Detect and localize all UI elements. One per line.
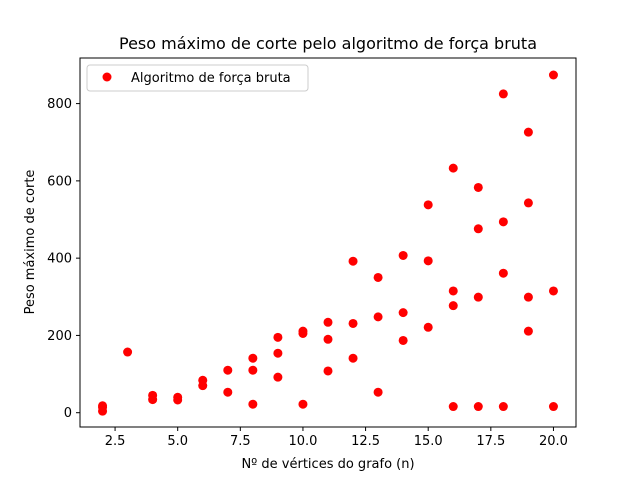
data-points bbox=[98, 70, 558, 416]
data-point bbox=[223, 365, 233, 375]
data-point bbox=[323, 317, 333, 327]
x-axis-ticks: 2.5 5.0 7.5 10.0 12.5 15.0 17.5 20.0 bbox=[105, 427, 568, 449]
y-tick-label: 600 bbox=[47, 174, 72, 189]
data-point bbox=[448, 163, 458, 173]
data-point bbox=[123, 347, 133, 357]
data-point bbox=[248, 365, 258, 375]
data-point bbox=[498, 89, 508, 99]
data-point bbox=[298, 399, 308, 409]
data-point bbox=[323, 366, 333, 376]
data-point bbox=[248, 399, 258, 409]
y-tick-label: 200 bbox=[47, 329, 72, 344]
data-point bbox=[223, 387, 233, 397]
y-axis-title: Peso máximo de corte bbox=[23, 170, 38, 315]
y-axis-ticks: 0 200 400 600 800 bbox=[47, 97, 80, 421]
data-point bbox=[498, 217, 508, 227]
data-point bbox=[348, 318, 358, 328]
data-point bbox=[98, 406, 108, 416]
data-point bbox=[273, 348, 283, 358]
data-point bbox=[523, 326, 533, 336]
x-tick-label: 5.0 bbox=[167, 434, 188, 449]
legend-box bbox=[86, 64, 309, 92]
data-point bbox=[548, 402, 558, 412]
x-axis-title: Nº de vértices do grafo (n) bbox=[241, 457, 414, 472]
data-point bbox=[523, 127, 533, 137]
x-tick-label: 15.0 bbox=[414, 434, 443, 449]
x-tick-label: 17.5 bbox=[476, 434, 505, 449]
data-point bbox=[373, 387, 383, 397]
data-point bbox=[248, 353, 258, 363]
data-point bbox=[423, 322, 433, 332]
data-point bbox=[398, 308, 408, 318]
data-point bbox=[473, 402, 483, 412]
data-point bbox=[173, 395, 183, 405]
data-point bbox=[448, 402, 458, 412]
data-point bbox=[273, 332, 283, 342]
data-point bbox=[423, 200, 433, 210]
data-point bbox=[523, 198, 533, 208]
data-point bbox=[348, 256, 358, 266]
data-point bbox=[448, 301, 458, 311]
data-point bbox=[473, 182, 483, 192]
data-point bbox=[273, 372, 283, 382]
x-tick-label: 7.5 bbox=[230, 434, 251, 449]
data-point bbox=[198, 381, 208, 391]
data-point bbox=[398, 250, 408, 260]
y-tick-label: 400 bbox=[47, 252, 72, 267]
chart-title: Peso máximo de corte pelo algoritmo de f… bbox=[119, 34, 537, 53]
y-tick-label: 0 bbox=[64, 406, 72, 421]
data-point bbox=[373, 272, 383, 282]
data-point bbox=[498, 402, 508, 412]
legend: Algoritmo de força bruta bbox=[86, 64, 309, 92]
data-point bbox=[323, 334, 333, 344]
x-tick-label: 10.0 bbox=[288, 434, 317, 449]
data-point bbox=[548, 70, 558, 80]
data-point bbox=[373, 312, 383, 322]
legend-label: Algoritmo de força bruta bbox=[131, 71, 291, 86]
data-point bbox=[423, 256, 433, 266]
data-point bbox=[523, 292, 533, 302]
data-point bbox=[498, 268, 508, 278]
data-point bbox=[298, 328, 308, 338]
data-point bbox=[148, 395, 158, 405]
x-tick-label: 2.5 bbox=[105, 434, 126, 449]
plot-area-frame bbox=[79, 57, 577, 428]
data-point bbox=[398, 335, 408, 345]
data-point bbox=[473, 224, 483, 234]
y-tick-label: 800 bbox=[47, 97, 72, 112]
data-point bbox=[473, 292, 483, 302]
legend-marker-icon bbox=[102, 72, 112, 82]
data-point bbox=[548, 286, 558, 296]
x-tick-label: 20.0 bbox=[539, 434, 568, 449]
data-point bbox=[448, 286, 458, 296]
data-point bbox=[348, 353, 358, 363]
x-tick-label: 12.5 bbox=[351, 434, 380, 449]
